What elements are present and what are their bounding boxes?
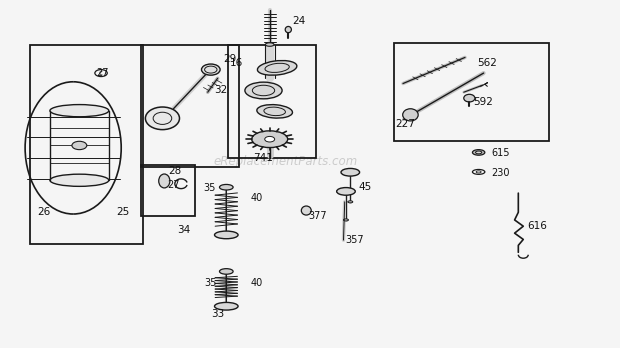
Text: 33: 33 <box>211 309 224 319</box>
Ellipse shape <box>343 219 348 221</box>
Ellipse shape <box>159 174 170 188</box>
Ellipse shape <box>215 231 238 239</box>
Text: 227: 227 <box>396 119 415 128</box>
Text: 40: 40 <box>250 278 263 287</box>
Ellipse shape <box>50 105 109 117</box>
Ellipse shape <box>145 107 180 129</box>
Text: c: c <box>99 70 103 76</box>
Text: 615: 615 <box>491 148 510 158</box>
Bar <box>141 45 239 167</box>
Ellipse shape <box>341 168 360 176</box>
Text: 35: 35 <box>205 278 217 287</box>
Ellipse shape <box>202 64 220 75</box>
Ellipse shape <box>348 201 353 203</box>
Ellipse shape <box>472 150 485 155</box>
Ellipse shape <box>337 188 355 195</box>
Text: 34: 34 <box>177 225 190 235</box>
Circle shape <box>72 141 87 150</box>
Text: 377: 377 <box>309 212 327 221</box>
Ellipse shape <box>219 184 233 190</box>
Text: 40: 40 <box>250 193 263 203</box>
Ellipse shape <box>476 171 481 173</box>
Text: 616: 616 <box>527 221 547 230</box>
Text: 35: 35 <box>203 183 216 193</box>
Text: 27: 27 <box>96 68 108 78</box>
Text: eReplacementParts.com: eReplacementParts.com <box>213 155 357 168</box>
Ellipse shape <box>301 206 311 215</box>
Text: 24: 24 <box>293 16 306 26</box>
Ellipse shape <box>252 131 288 148</box>
Text: 562: 562 <box>477 58 497 68</box>
Text: 592: 592 <box>473 97 493 106</box>
Ellipse shape <box>257 105 293 118</box>
Ellipse shape <box>257 61 297 75</box>
Text: 32: 32 <box>214 85 227 95</box>
Bar <box>228 45 316 158</box>
Ellipse shape <box>215 302 238 310</box>
Text: 741: 741 <box>253 153 273 163</box>
Text: 26: 26 <box>37 207 50 217</box>
Text: 45: 45 <box>358 182 371 192</box>
Bar <box>141 165 195 216</box>
Ellipse shape <box>285 26 291 33</box>
Circle shape <box>265 136 275 142</box>
Ellipse shape <box>464 94 475 102</box>
Text: 357: 357 <box>345 235 364 245</box>
Ellipse shape <box>50 174 109 187</box>
Ellipse shape <box>403 109 418 121</box>
Ellipse shape <box>476 151 482 154</box>
Bar <box>394 44 549 141</box>
Bar <box>30 45 143 244</box>
Ellipse shape <box>219 269 233 274</box>
Text: 230: 230 <box>491 168 510 177</box>
Ellipse shape <box>245 82 282 99</box>
Text: 16: 16 <box>229 58 242 68</box>
Text: 29: 29 <box>223 54 236 64</box>
Text: 28: 28 <box>169 166 182 175</box>
Ellipse shape <box>265 43 274 46</box>
Text: 25: 25 <box>116 207 129 217</box>
Text: 27: 27 <box>167 180 180 190</box>
